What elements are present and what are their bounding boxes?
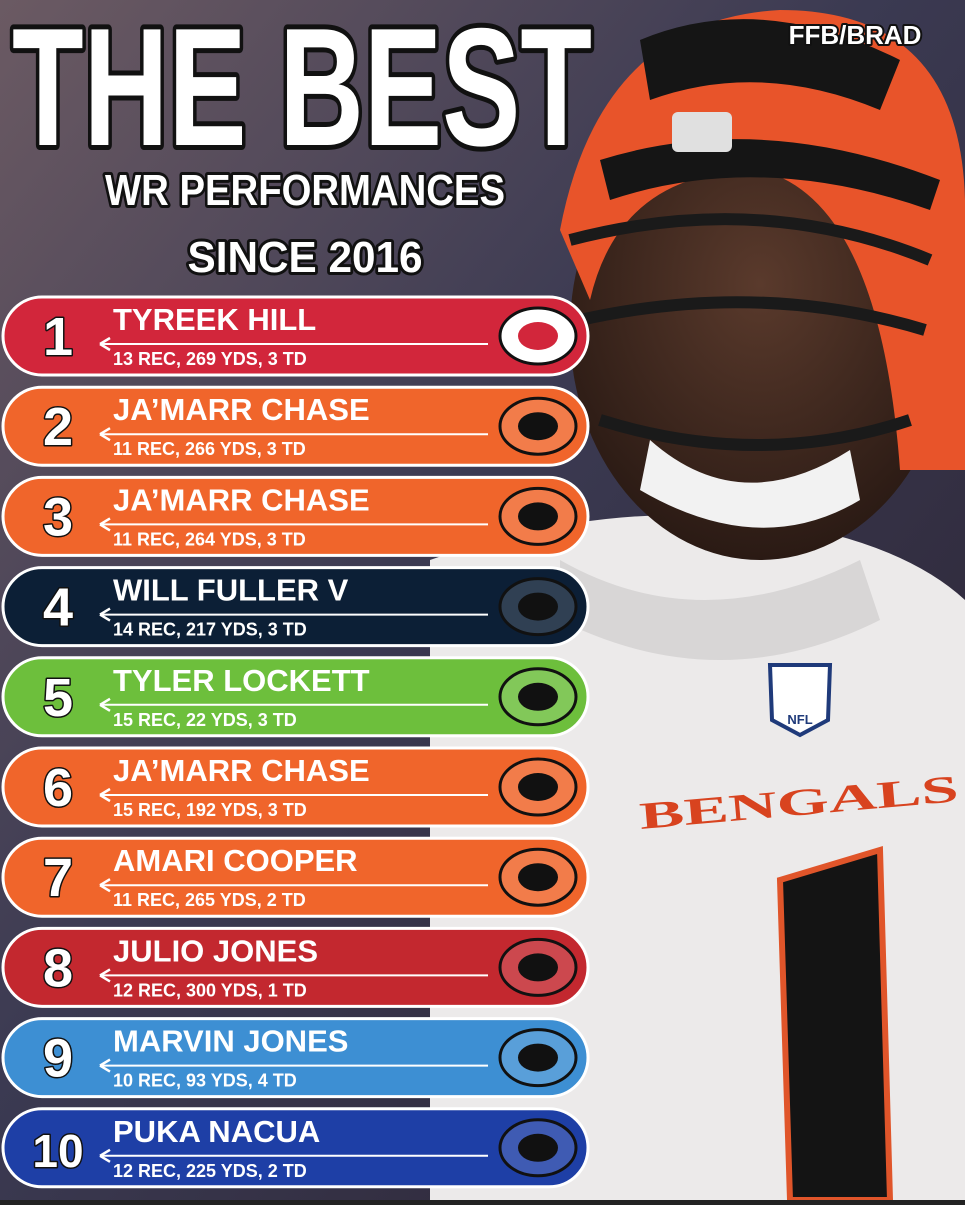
arrow-head <box>99 336 111 352</box>
row-pill <box>1 385 590 467</box>
player-stats: 14 REC, 217 YDS, 3 TD <box>113 620 307 640</box>
logo-inner <box>518 322 558 350</box>
ranking-row: 5 TYLER LOCKETT 15 REC, 22 YDS, 3 TD <box>1 656 590 738</box>
rank-number: 6 <box>43 758 73 818</box>
title: THE BEST <box>12 0 592 181</box>
subtitle-line: SINCE 2016 <box>188 233 423 282</box>
player-stats: 11 REC, 266 YDS, 3 TD <box>113 439 306 459</box>
logo-inner <box>518 502 558 531</box>
logo-inner <box>518 1043 558 1072</box>
row-pill <box>1 475 590 557</box>
player-stats: 11 REC, 264 YDS, 3 TD <box>113 529 306 549</box>
row-pill <box>1 746 590 828</box>
arrow-head <box>99 517 111 532</box>
rank-number: 5 <box>43 668 73 728</box>
arrow-head <box>99 697 111 712</box>
rank-number: 4 <box>43 578 73 638</box>
player-stats: 12 REC, 225 YDS, 2 TD <box>113 1161 307 1181</box>
rank-number: 1 <box>43 307 73 367</box>
ranking-row: 10 PUKA NACUA 12 REC, 225 YDS, 2 TD <box>1 1107 590 1189</box>
team-logo <box>498 937 578 997</box>
team-logo <box>498 667 578 727</box>
player-name: JA’MARR CHASE <box>113 753 370 788</box>
ranking-row: 6 JA’MARR CHASE 15 REC, 192 YDS, 3 TD <box>1 746 590 828</box>
arrow-head <box>99 878 111 893</box>
ranking-row: 7 AMARI COOPER 11 REC, 265 YDS, 2 TD <box>1 836 590 918</box>
player-stats: 11 REC, 265 YDS, 2 TD <box>113 890 306 910</box>
player-name: JA’MARR CHASE <box>113 392 370 427</box>
player-stats: 12 REC, 300 YDS, 1 TD <box>113 980 307 1000</box>
logo-inner <box>518 682 558 711</box>
logo-inner <box>518 592 558 621</box>
team-logo <box>498 306 578 366</box>
row-pill <box>1 295 590 377</box>
player-name: JA’MARR CHASE <box>113 482 370 517</box>
player-name: TYREEK HILL <box>113 302 316 337</box>
arrow-head <box>99 607 111 622</box>
arrow-head <box>99 1148 111 1163</box>
player-name: PUKA NACUA <box>113 1114 320 1149</box>
rank-number: 9 <box>43 1029 73 1089</box>
team-logo <box>498 396 578 456</box>
player-name: AMARI COOPER <box>113 843 358 878</box>
logo-inner <box>518 1133 558 1162</box>
row-pill <box>1 656 590 738</box>
arrow-head <box>99 1058 111 1073</box>
logo-inner <box>518 773 558 801</box>
ranking-row: 4 WILL FULLER V 14 REC, 217 YDS, 3 TD <box>1 566 590 648</box>
logo-inner <box>518 863 558 892</box>
team-logo <box>498 1028 578 1088</box>
nfl-badge: NFL <box>787 712 812 727</box>
logo-inner <box>518 953 558 982</box>
player-name: WILL FULLER V <box>113 573 349 608</box>
rank-number: 2 <box>43 397 73 457</box>
subtitle-line: WR PERFORMANCES <box>105 166 505 215</box>
arrow-head <box>99 787 111 803</box>
team-logo <box>498 757 578 817</box>
row-pill <box>1 1107 590 1189</box>
player-stats: 13 REC, 269 YDS, 3 TD <box>113 349 307 369</box>
ranking-row: 3 JA’MARR CHASE 11 REC, 264 YDS, 3 TD <box>1 475 590 557</box>
logo-inner <box>518 412 558 441</box>
player-name: TYLER LOCKETT <box>113 663 370 698</box>
ranking-list: 1 TYREEK HILL 13 REC, 269 YDS, 3 TD 2 JA’MAR… <box>1 295 590 1189</box>
arrow-head <box>99 427 111 442</box>
team-logo <box>498 847 578 907</box>
player-name: JULIO JONES <box>113 933 318 968</box>
row-pill <box>1 1017 590 1099</box>
ranking-row: 1 TYREEK HILL 13 REC, 269 YDS, 3 TD <box>1 295 590 377</box>
player-stats: 15 REC, 22 YDS, 3 TD <box>113 710 297 730</box>
row-pill <box>1 926 590 1008</box>
player-name: MARVIN JONES <box>113 1024 348 1059</box>
team-logo <box>498 486 578 546</box>
team-logo <box>498 1118 578 1178</box>
rank-number: 3 <box>43 487 73 547</box>
arrow-head <box>99 968 111 983</box>
ranking-row: 9 MARVIN JONES 10 REC, 93 YDS, 4 TD <box>1 1017 590 1099</box>
player-stats: 10 REC, 93 YDS, 4 TD <box>113 1071 297 1091</box>
player-stats: 15 REC, 192 YDS, 3 TD <box>113 800 307 820</box>
row-pill <box>1 836 590 918</box>
watermark: FFB/BRAD <box>789 20 922 50</box>
rank-number: 8 <box>43 938 73 998</box>
ranking-row: 8 JULIO JONES 12 REC, 300 YDS, 1 TD <box>1 926 590 1008</box>
row-pill <box>1 566 590 648</box>
team-logo <box>498 577 578 637</box>
rank-number: 10 <box>32 1125 83 1177</box>
rank-number: 7 <box>43 848 73 908</box>
ranking-row: 2 JA’MARR CHASE 11 REC, 266 YDS, 3 TD <box>1 385 590 467</box>
